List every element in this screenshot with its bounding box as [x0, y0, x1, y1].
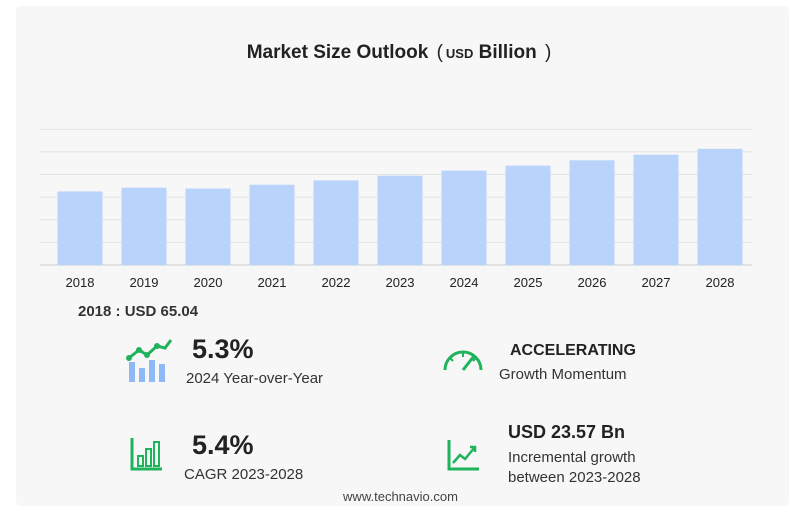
- cagr-value: 5.4%: [192, 430, 254, 460]
- cagr-label: CAGR 2023-2028: [184, 466, 304, 483]
- title-paren-open: (: [436, 42, 443, 63]
- chart-title: Market Size Outlook (USD Billion ): [0, 42, 801, 64]
- momentum-label: Growth Momentum: [499, 366, 627, 383]
- bar-2026: [569, 160, 615, 265]
- yoy-value: 5.3%: [192, 334, 254, 364]
- bar-2022: [313, 180, 359, 265]
- incremental-label-line2: between 2023-2028: [508, 469, 641, 486]
- bar-2027: [633, 154, 679, 265]
- bar-2018: [57, 191, 103, 265]
- bar-chart: 2018 2019 2020 2021 2022 2023 2024 2025 2026 2027…: [40, 128, 752, 290]
- bar-2023: [377, 175, 423, 265]
- trend-line-icon: [447, 440, 479, 471]
- momentum-value: ACCELERATING: [510, 342, 636, 359]
- x-tick-label: 2018: [66, 275, 95, 290]
- base-year-value: 2018 : USD 65.04: [78, 303, 199, 320]
- bar-chart-icon: [130, 438, 162, 471]
- bar-2021: [249, 184, 295, 265]
- bar-2028: [697, 148, 743, 265]
- yoy-label: 2024 Year-over-Year: [186, 370, 324, 387]
- bar-2019: [121, 187, 167, 265]
- title-unit-usd: USD: [445, 46, 474, 61]
- x-tick-label: 2027: [642, 275, 671, 290]
- x-tick-label: 2026: [578, 275, 607, 290]
- x-tick-label: 2025: [514, 275, 543, 290]
- x-tick-label: 2022: [322, 275, 351, 290]
- x-tick-label: 2023: [386, 275, 415, 290]
- title-main: Market Size Outlook: [246, 42, 429, 63]
- x-tick-label: 2019: [130, 275, 159, 290]
- title-paren-close: ): [544, 42, 552, 63]
- bar-2020: [185, 188, 231, 265]
- incremental-label-line1: Incremental growth: [508, 449, 636, 466]
- growth-chart-icon: [126, 339, 173, 382]
- speedometer-icon: [443, 350, 483, 371]
- bar-2025: [505, 165, 551, 265]
- x-tick-label: 2020: [194, 275, 223, 290]
- bar-2024: [441, 170, 487, 265]
- source-footer: www.technavio.com: [343, 489, 458, 504]
- x-tick-label: 2024: [450, 275, 479, 290]
- incremental-value: USD 23.57 Bn: [508, 422, 626, 442]
- x-tick-label: 2021: [258, 275, 287, 290]
- title-unit-word: Billion: [478, 42, 537, 63]
- x-tick-label: 2028: [706, 275, 735, 290]
